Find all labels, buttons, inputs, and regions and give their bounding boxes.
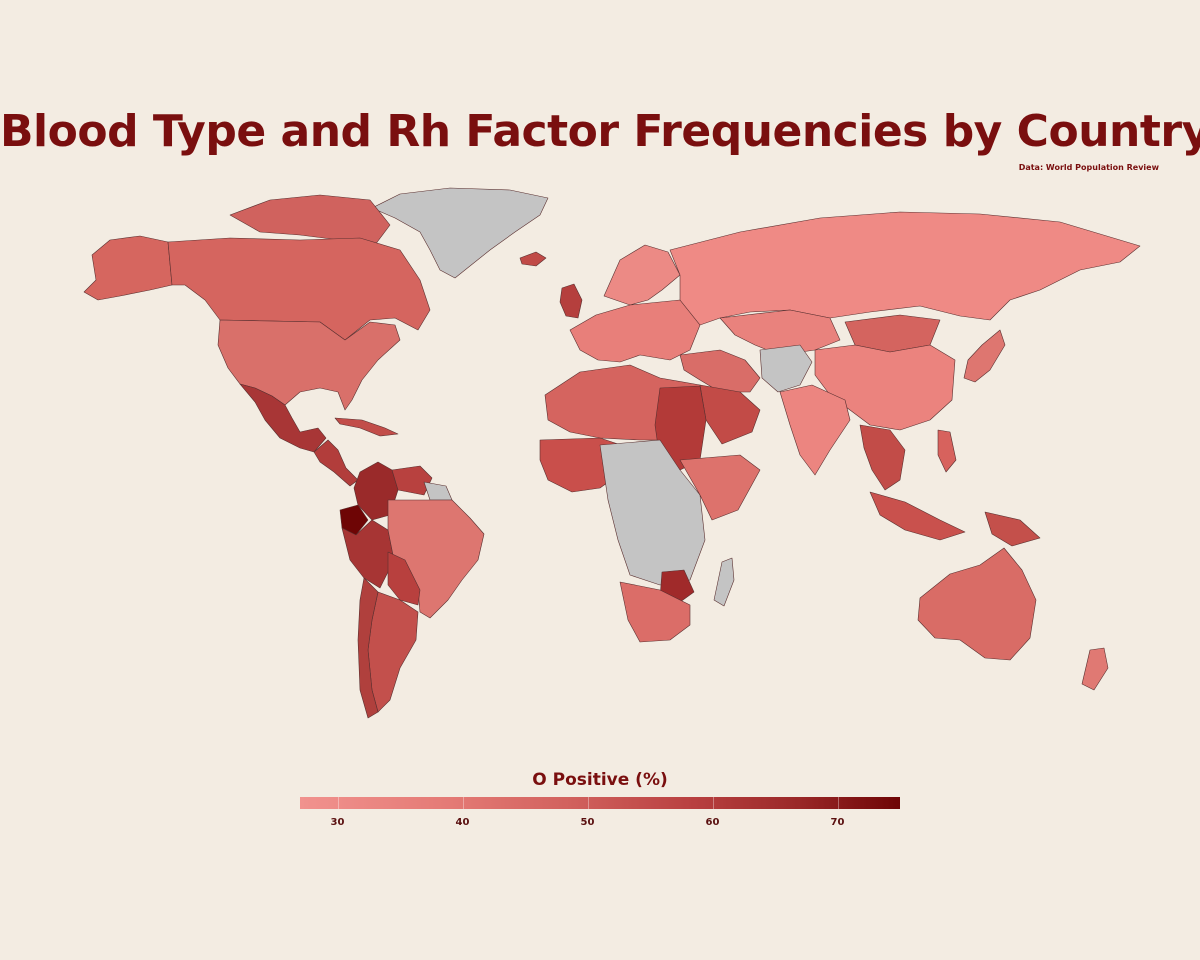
region-horn-of-africa[interactable] — [679, 454, 761, 521]
region-madagascar[interactable] — [713, 557, 735, 607]
legend-tick-mark — [337, 797, 339, 809]
region-chile[interactable] — [357, 577, 379, 719]
legend-tick-mark — [462, 797, 464, 809]
region-canada[interactable] — [167, 237, 431, 341]
color-scale-bar — [300, 797, 900, 809]
legend-tick-mark — [712, 797, 714, 809]
legend-tick-label: 40 — [455, 817, 470, 828]
region-new-zealand[interactable] — [1081, 647, 1109, 691]
legend-tick-label: 70 — [830, 817, 845, 828]
region-europe[interactable] — [569, 299, 701, 363]
region-caribbean[interactable] — [334, 417, 399, 437]
region-united-states[interactable] — [217, 319, 401, 411]
color-scale-ticks: 30 40 50 60 70 — [300, 797, 900, 837]
region-bolivia-paraguay[interactable] — [387, 551, 421, 606]
region-philippines[interactable] — [937, 429, 957, 473]
legend-tick-label: 60 — [705, 817, 720, 828]
legend-title: O Positive (%) — [532, 770, 668, 790]
region-arctic-islands[interactable] — [229, 194, 391, 246]
region-turkey-middle-east[interactable] — [679, 349, 761, 393]
region-ecuador[interactable] — [339, 504, 369, 536]
world-choropleth-map — [83, 187, 1141, 719]
region-australia[interactable] — [917, 547, 1037, 661]
region-japan[interactable] — [963, 329, 1006, 383]
legend-tick-label: 50 — [580, 817, 595, 828]
region-arabia[interactable] — [699, 384, 761, 445]
region-russia[interactable] — [669, 211, 1141, 326]
region-central-africa[interactable] — [599, 439, 706, 586]
legend-tick-label: 30 — [330, 817, 345, 828]
region-afghanistan[interactable] — [759, 344, 813, 393]
data-source-note: Data: World Population Review — [1018, 163, 1159, 172]
region-iceland[interactable] — [519, 251, 547, 267]
region-southern-africa[interactable] — [619, 581, 691, 643]
legend-tick-mark — [837, 797, 839, 809]
region-indonesia[interactable] — [869, 491, 966, 541]
region-greenland[interactable] — [371, 187, 549, 279]
region-united-kingdom[interactable] — [559, 283, 583, 319]
region-southeast-asia[interactable] — [859, 424, 906, 491]
region-guianas[interactable] — [423, 481, 453, 501]
region-mexico[interactable] — [239, 383, 327, 453]
region-central-america[interactable] — [313, 439, 359, 487]
region-india[interactable] — [779, 384, 851, 476]
region-alaska[interactable] — [83, 235, 173, 301]
legend-tick-mark — [587, 797, 589, 809]
map-title: Blood Type and Rh Factor Frequencies by … — [0, 106, 1200, 157]
region-papua[interactable] — [984, 511, 1041, 547]
region-argentina[interactable] — [367, 591, 419, 713]
region-scandinavia[interactable] — [603, 244, 681, 306]
